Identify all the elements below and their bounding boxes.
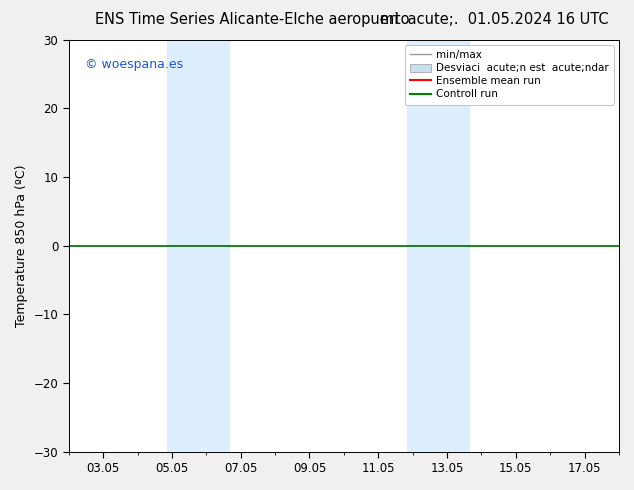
Text: © woespana.es: © woespana.es — [85, 58, 183, 71]
Bar — [408, 40, 469, 452]
Text: mi  acute;.  01.05.2024 16 UTC: mi acute;. 01.05.2024 16 UTC — [380, 12, 609, 27]
Y-axis label: Temperature 850 hPa (ºC): Temperature 850 hPa (ºC) — [15, 164, 28, 327]
Bar — [167, 40, 229, 452]
Legend: min/max, Desviaci  acute;n est  acute;ndar, Ensemble mean run, Controll run: min/max, Desviaci acute;n est acute;ndar… — [404, 45, 614, 104]
Text: ENS Time Series Alicante-Elche aeropuerto: ENS Time Series Alicante-Elche aeropuert… — [95, 12, 410, 27]
